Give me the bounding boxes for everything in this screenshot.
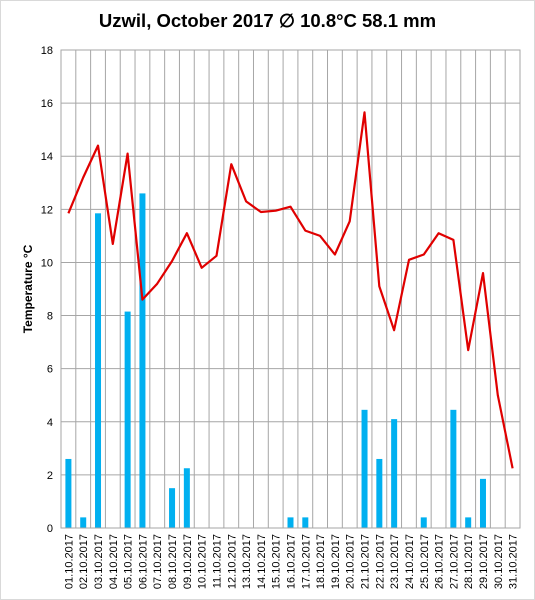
x-tick-label: 18.10.2017	[315, 534, 327, 589]
x-tick-label: 01.10.2017	[63, 534, 75, 589]
line-layer	[67, 111, 514, 469]
x-tick-label: 04.10.2017	[108, 534, 120, 589]
y-tick-label: 12	[41, 204, 53, 216]
bar-layer	[65, 193, 486, 529]
x-tick-label: 19.10.2017	[330, 534, 342, 589]
y-axis-label: Temperature °C	[21, 244, 35, 333]
x-tick-label: 27.10.2017	[448, 534, 460, 589]
chart-title: Uzwil, October 2017 ∅ 10.8°C 58.1 mm	[98, 10, 437, 31]
x-tick-label: 23.10.2017	[389, 534, 401, 589]
x-tick-label: 29.10.2017	[478, 534, 490, 589]
y-tick-label: 0	[47, 523, 53, 535]
x-tick-label: 03.10.2017	[93, 534, 105, 589]
x-tick-label: 10.10.2017	[197, 534, 209, 589]
y-tick-label: 6	[47, 364, 53, 376]
bar	[376, 458, 383, 528]
bar	[479, 478, 486, 528]
y-tick-label: 8	[47, 311, 53, 323]
x-tick-label: 15.10.2017	[271, 534, 283, 589]
x-tick-label: 28.10.2017	[463, 534, 475, 589]
bar	[420, 517, 427, 528]
x-tick-label: 14.10.2017	[256, 534, 268, 589]
y-tick-label: 14	[41, 151, 53, 163]
y-tick-label: 4	[47, 417, 53, 429]
x-tick-label: 06.10.2017	[137, 534, 149, 589]
y-tick-label: 16	[41, 98, 53, 110]
bar	[124, 311, 131, 528]
bar	[95, 213, 102, 529]
x-tick-label: 20.10.2017	[345, 534, 357, 589]
x-tick-label: 13.10.2017	[241, 534, 253, 589]
y-tick-label: 2	[47, 470, 53, 482]
x-tick-label: 02.10.2017	[78, 534, 90, 589]
bar	[169, 488, 176, 528]
bar	[465, 517, 472, 528]
plot-area-border	[60, 49, 521, 529]
bar	[80, 517, 87, 528]
bar	[450, 409, 457, 528]
x-tick-label: 24.10.2017	[404, 534, 416, 589]
x-tick-label: 12.10.2017	[226, 534, 238, 589]
x-tick-label: 17.10.2017	[300, 534, 312, 589]
bar	[287, 517, 294, 528]
x-tick-label: 25.10.2017	[419, 534, 431, 589]
x-tick-label: 16.10.2017	[286, 534, 298, 589]
bar	[183, 468, 190, 528]
bar	[302, 517, 309, 528]
x-tick-label: 07.10.2017	[152, 534, 164, 589]
temperature-line	[67, 111, 514, 469]
x-tick-label: 26.10.2017	[434, 534, 446, 589]
x-tick-label: 30.10.2017	[493, 534, 505, 589]
x-tick-label: 05.10.2017	[123, 534, 135, 589]
x-tick-label: 08.10.2017	[167, 534, 179, 589]
y-tick-label: 10	[41, 257, 53, 269]
bar	[391, 419, 398, 528]
bar	[65, 458, 72, 528]
x-tick-label: 22.10.2017	[374, 534, 386, 589]
x-tick-label: 31.10.2017	[508, 534, 520, 589]
x-tick-label: 09.10.2017	[182, 534, 194, 589]
y-tick-label: 18	[41, 45, 53, 57]
x-tick-label: 11.10.2017	[211, 534, 223, 588]
bar	[361, 409, 368, 528]
axis-layer: 0 2 4 6 8 10 12 14 16 18 01.10.2017 02.10.2017 03.10…	[41, 45, 521, 589]
x-tick-label: 21.10.2017	[360, 534, 372, 589]
bar	[139, 193, 146, 528]
